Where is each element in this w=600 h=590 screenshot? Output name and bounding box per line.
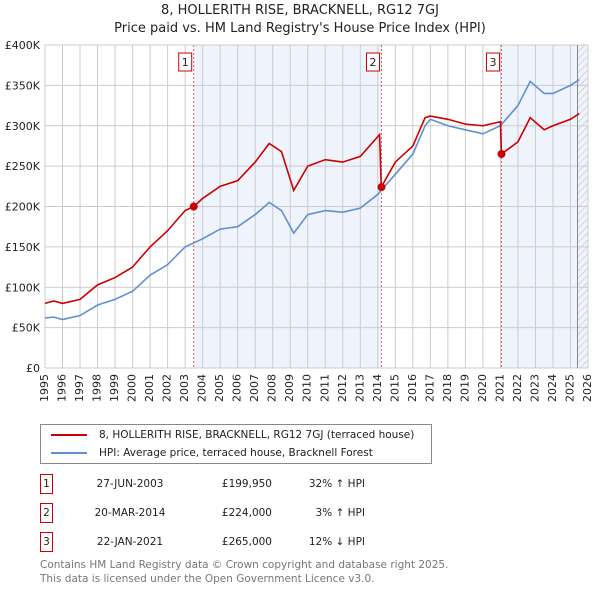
y-tick-label: £0 [26, 362, 40, 375]
chart-subtitle: Price paid vs. HM Land Registry's House … [114, 21, 486, 36]
x-tick-label: 2001 [143, 374, 156, 402]
x-tick-label: 2020 [476, 374, 489, 402]
x-tick-label: 2019 [458, 374, 471, 402]
x-tick-label: 2024 [546, 374, 559, 402]
x-tick-label: 2002 [161, 374, 174, 402]
sale-label-box [365, 52, 380, 72]
y-tick-label: £50K [12, 322, 41, 335]
transaction-price: £224,000 [221, 507, 272, 519]
footer-line1: Contains HM Land Registry data © Crown c… [40, 559, 449, 571]
x-tick-label: 2008 [266, 374, 279, 402]
sale-point [377, 183, 386, 192]
y-tick-label: £150K [5, 241, 41, 254]
x-tick-label: 2000 [126, 374, 139, 402]
x-tick-label: 2004 [196, 374, 209, 402]
x-tick-label: 2006 [231, 374, 244, 402]
y-tick-label: £350K [5, 79, 41, 92]
x-tick-label: 2023 [528, 374, 541, 402]
series-line [44, 112, 580, 305]
transaction-hpi: 3% ↑ HPI [315, 507, 365, 519]
transaction-price: £199,950 [221, 478, 272, 490]
x-tick-label: 1995 [38, 374, 51, 402]
x-tick-label: 2016 [406, 374, 419, 402]
transaction-date: 27-JUN-2003 [96, 478, 164, 490]
x-tick-label: 2013 [353, 374, 366, 402]
chart-title: 8, HOLLERITH RISE, BRACKNELL, RG12 7GJ [161, 3, 439, 18]
x-tick-label: 1996 [56, 374, 69, 402]
x-tick-label: 2011 [318, 374, 331, 402]
sale-label: 2 [369, 56, 376, 69]
transaction-number: 2 [40, 503, 53, 523]
transaction-number: 3 [40, 532, 53, 552]
legend-hpi: HPI: Average price, terraced house, Brac… [99, 447, 373, 459]
transaction-number: 1 [40, 474, 53, 494]
transaction-price: £265,000 [221, 536, 272, 548]
legend-blue-line [51, 452, 87, 454]
price-chart: 1995 1996 1997 1998 1999 2000 2001 2002 2003 2004… [5, 39, 594, 402]
x-tick-label: 2010 [301, 374, 314, 402]
x-tick-label: 2005 [213, 374, 226, 402]
sale-label: 1 [182, 56, 189, 69]
x-tick-label: 2025 [563, 374, 576, 402]
x-tick-label: 2017 [423, 374, 436, 402]
y-tick-label: £300K [5, 120, 41, 133]
y-tick-label: £400K [5, 39, 41, 52]
x-tick-label: 1997 [73, 374, 86, 402]
sale-label: 3 [489, 56, 496, 69]
sale-point [497, 150, 506, 159]
sale-point [189, 202, 198, 211]
x-tick-label: 1998 [91, 374, 104, 402]
x-tick-label: 1999 [108, 374, 121, 402]
footer: Contains HM Land Registry data © Crown c… [40, 558, 448, 586]
sale-label-box [178, 52, 193, 72]
transaction-row: 3 22-JAN-2021 £265,000 12% ↓ HPI [40, 532, 440, 552]
x-tick-label: 2026 [581, 374, 594, 402]
legend: 8, HOLLERITH RISE, BRACKNELL, RG12 7GJ (… [40, 424, 432, 464]
y-tick-label: £250K [5, 160, 41, 173]
transaction-row: 1 27-JUN-2003 £199,950 32% ↑ HPI [40, 474, 440, 494]
y-tick-label: £200K [5, 201, 41, 214]
x-tick-label: 2018 [441, 374, 454, 402]
transaction-hpi: 32% ↑ HPI [308, 478, 365, 490]
footer-line2: This data is licensed under the Open Gov… [40, 573, 375, 585]
sale-label-box [485, 52, 500, 72]
x-tick-label: 2021 [493, 374, 506, 402]
transaction-date: 20-MAR-2014 [94, 507, 166, 519]
x-tick-label: 2007 [248, 374, 261, 402]
transaction-date: 22-JAN-2021 [96, 536, 164, 548]
y-tick-label: £100K [5, 281, 41, 294]
legend-property: 8, HOLLERITH RISE, BRACKNELL, RG12 7GJ (… [99, 429, 415, 441]
x-tick-label: 2022 [511, 374, 524, 402]
transaction-row: 2 20-MAR-2014 £224,000 3% ↑ HPI [40, 503, 440, 523]
x-tick-label: 2015 [388, 374, 401, 402]
series-line [44, 79, 580, 321]
transaction-hpi: 12% ↓ HPI [308, 536, 365, 548]
legend-red-line [51, 434, 87, 436]
x-tick-label: 2009 [283, 374, 296, 402]
x-tick-label: 2003 [178, 374, 191, 402]
x-tick-label: 2012 [336, 374, 349, 402]
x-tick-label: 2014 [371, 374, 384, 402]
